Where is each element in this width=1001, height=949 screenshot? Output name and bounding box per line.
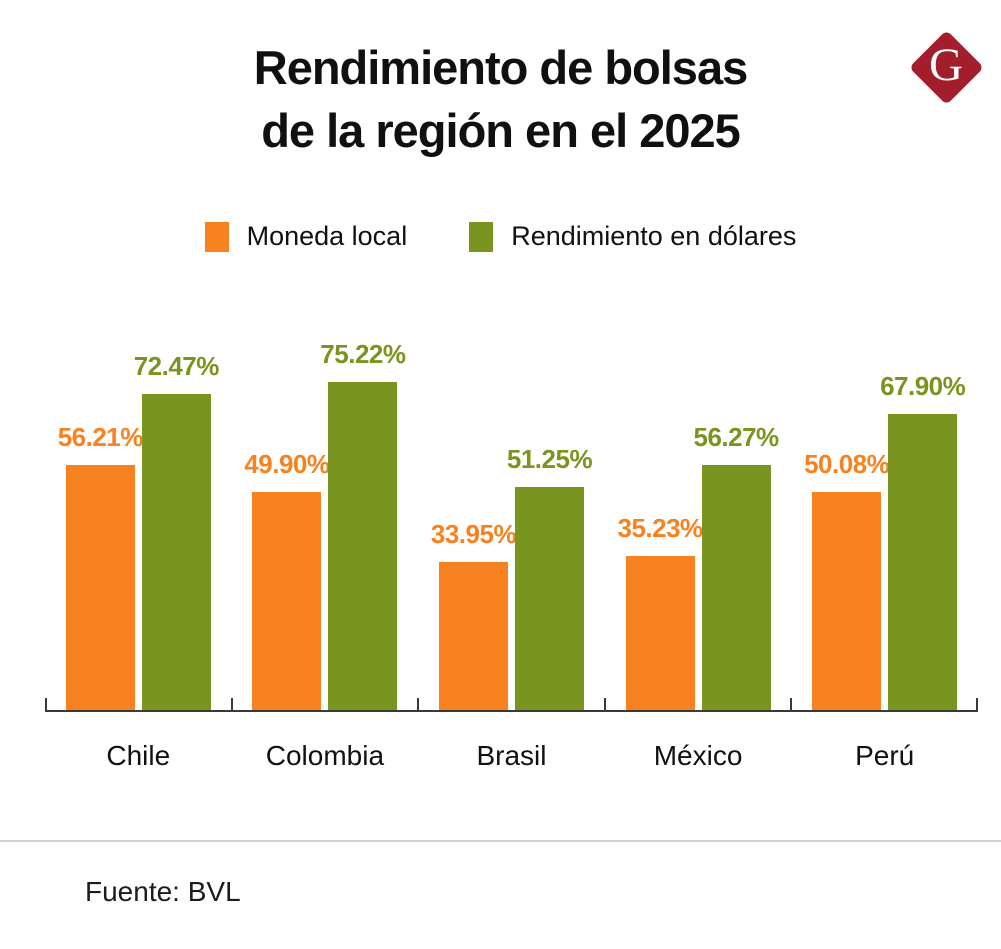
axis-tick — [230, 698, 233, 710]
bar-moneda-local-chile — [65, 465, 135, 710]
bar-group-colombia: 49.90% 75.22% — [232, 339, 419, 710]
bar-value-label: 35.23% — [617, 513, 703, 543]
legend-item-moneda-local: Moneda local — [204, 221, 408, 252]
plot-area: 56.21% 72.47% 49.90% 75.22% 33.95% 51.25% 35.2… — [45, 339, 978, 710]
brand-logo: G — [903, 24, 989, 110]
legend-swatch-green — [469, 221, 494, 252]
title-line-2: de la región en el 2025 — [261, 104, 741, 157]
legend: Moneda local Rendimiento en dólares — [0, 221, 1001, 252]
bar-value-label: 33.95% — [430, 519, 517, 549]
bar-moneda-local-mexico — [625, 556, 695, 710]
category-label-brasil: Brasil — [476, 740, 547, 771]
bar-cell: 49.90% — [244, 340, 330, 710]
footer-divider — [0, 840, 1001, 842]
bar-cell: 35.23% — [617, 340, 703, 710]
legend-label: Rendimiento en dólares — [511, 221, 797, 251]
bar-cell: 50.08% — [804, 340, 890, 710]
bar-group-brasil: 33.95% 51.25% — [418, 340, 605, 710]
legend-swatch-orange — [204, 221, 229, 252]
title-line-1: Rendimiento de bolsas — [253, 41, 748, 94]
bar-group-mexico: 35.23% 56.27% — [605, 340, 792, 710]
chart-title: Rendimiento de bolsas de la región en el… — [0, 36, 1001, 162]
bar-cell: 56.21% — [58, 340, 143, 710]
bar-value-label: 56.27% — [693, 422, 779, 452]
axis-tick — [417, 698, 420, 710]
bar-value-label: 49.90% — [244, 449, 330, 479]
bar-rendimiento-en-dolares-peru — [888, 414, 958, 710]
bar-cell: 67.90% — [880, 340, 966, 710]
bar-cell: 51.25% — [507, 340, 593, 710]
legend-item-rendimiento-dolares: Rendimiento en dólares — [469, 221, 796, 252]
axis-tick — [603, 698, 606, 710]
x-axis-ticks — [45, 698, 978, 710]
legend-label: Moneda local — [246, 221, 408, 251]
source-text: Fuente: BVL — [85, 876, 241, 907]
bar-cell: 33.95% — [431, 340, 517, 710]
bar-rendimiento-en-dolares-mexico — [701, 465, 771, 710]
axis-tick — [790, 698, 793, 710]
category-label-chile: Chile — [106, 740, 171, 771]
bar-cell: 75.22% — [320, 339, 406, 710]
axis-tick — [976, 698, 978, 710]
category-row: Chile Colombia Brasil México Perú — [45, 740, 978, 772]
logo-letter: G — [929, 38, 963, 91]
bar-group-peru: 50.08% 67.90% — [791, 340, 978, 710]
category-label-peru: Perú — [855, 740, 915, 771]
bar-value-label: 51.25% — [506, 444, 593, 474]
bar-rendimiento-en-dolares-colombia — [328, 382, 398, 710]
bar-rendimiento-en-dolares-chile — [141, 394, 211, 710]
bar-moneda-local-colombia — [252, 492, 322, 710]
bar-value-label: 72.47% — [133, 351, 220, 381]
bar-group-chile: 56.21% 72.47% — [45, 340, 232, 710]
axis-tick — [45, 698, 47, 710]
category-label-colombia: Colombia — [265, 740, 385, 771]
bar-value-label: 50.08% — [804, 449, 890, 479]
bar-moneda-local-peru — [812, 492, 882, 710]
bar-rendimiento-en-dolares-brasil — [514, 487, 584, 710]
bar-moneda-local-brasil — [438, 562, 508, 710]
bar-cell: 56.27% — [693, 340, 779, 710]
bar-value-label: 67.90% — [880, 371, 966, 401]
bar-value-label: 56.21% — [57, 422, 144, 452]
bar-cell: 72.47% — [134, 340, 219, 710]
bar-value-label: 75.22% — [320, 339, 406, 369]
x-axis-line — [45, 710, 978, 712]
category-label-mexico: México — [653, 740, 743, 771]
